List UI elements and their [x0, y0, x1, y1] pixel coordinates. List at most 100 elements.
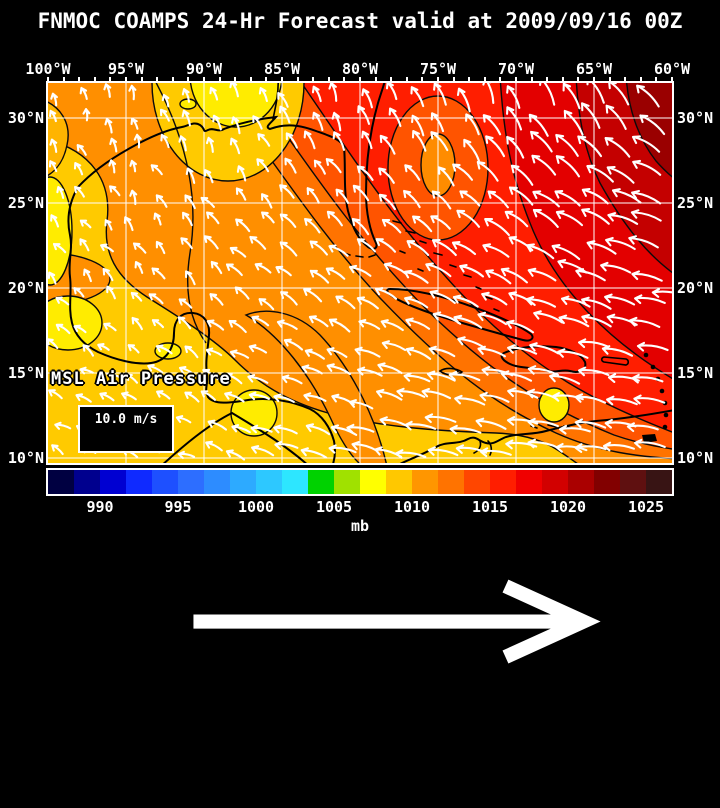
lon-minor-tick: [530, 77, 533, 82]
wind-arrow: [651, 288, 672, 298]
wind-arrow: [574, 443, 607, 453]
wind-arrow: [304, 217, 321, 234]
wind-arrow: [184, 391, 200, 403]
antilles-island: [650, 364, 656, 370]
wind-arrow: [554, 190, 581, 207]
wind-arrow: [274, 440, 299, 450]
wind-arrow: [487, 190, 509, 209]
wind-arrow: [452, 294, 479, 308]
wind-arrow: [309, 269, 330, 284]
lon-minor-tick: [608, 77, 611, 82]
wind-arrow: [426, 370, 456, 382]
lon-minor-tick: [47, 77, 49, 82]
lon-minor-tick: [265, 77, 268, 82]
lon-minor-tick: [249, 77, 252, 82]
wind-arrow: [130, 117, 139, 130]
wind-arrow: [608, 83, 630, 106]
mississippi-river-line: [272, 83, 279, 120]
wind-arrow: [507, 344, 538, 355]
wind-arrow: [261, 193, 273, 209]
wind-arrow: [374, 287, 398, 300]
wind-arrow: [276, 319, 298, 330]
colorbar-cell: [178, 470, 204, 494]
wind-arrow: [482, 114, 502, 136]
wind-arrow: [153, 212, 162, 226]
colorbar-cell: [204, 470, 230, 494]
wind-arrow: [55, 296, 70, 306]
wind-arrow: [209, 293, 224, 306]
wind-arrow: [606, 313, 638, 326]
wind-arrow: [404, 295, 429, 309]
wind-arrow: [463, 138, 480, 162]
wind-arrow: [396, 387, 426, 398]
wind-arrow: [429, 289, 456, 304]
wind-arrow: [431, 239, 457, 257]
wind-scale-legend: 10.0 m/s: [78, 405, 601, 664]
wind-arrow: [459, 190, 481, 207]
bahamas-island: [392, 220, 402, 224]
lon-tick-label: 70°W: [497, 60, 535, 78]
wind-arrow: [258, 298, 275, 311]
wind-arrow: [155, 194, 168, 208]
wind-arrow: [251, 315, 270, 327]
wind-arrow: [212, 114, 222, 131]
wind-arrow: [607, 373, 640, 383]
lon-minor-tick: [109, 77, 112, 82]
wind-arrow: [308, 315, 329, 328]
wind-arrow: [54, 421, 72, 430]
wind-arrow: [247, 374, 269, 384]
wind-arrow: [354, 346, 381, 358]
wind-arrow: [604, 293, 636, 306]
wind-arrow: [431, 190, 452, 210]
wind-arrow: [326, 347, 348, 358]
wind-arrow: [79, 219, 92, 229]
wind-arrow: [180, 237, 193, 250]
wind-arrow: [178, 365, 195, 376]
wind-arrow: [326, 363, 352, 376]
wind-arrow: [485, 135, 506, 158]
bahamas-island: [475, 286, 482, 290]
wind-arrow: [205, 440, 223, 452]
wind-arrow: [506, 135, 525, 159]
wind-arrow: [504, 210, 529, 228]
wind-arrow: [403, 269, 429, 284]
wind-arrow: [312, 111, 324, 131]
pressure-map-canvas: [48, 83, 672, 463]
wind-arrow: [206, 211, 220, 225]
wind-arrow: [328, 318, 351, 333]
wind-arrow: [376, 388, 403, 401]
wind-arrow: [125, 373, 139, 384]
wind-arrow: [586, 83, 605, 104]
colorbar-tick-label: 990: [86, 498, 114, 516]
wind-arrow: [555, 155, 581, 178]
lon-minor-tick: [593, 77, 595, 82]
wind-arrow: [200, 390, 217, 401]
lake-maracaibo-coastline: [473, 440, 493, 456]
wind-arrow: [451, 240, 477, 256]
wind-arrow: [482, 83, 495, 104]
wind-arrow: [103, 83, 112, 98]
wind-arrow: [632, 159, 662, 176]
wind-arrow: [358, 318, 381, 330]
wind-arrow: [82, 108, 91, 122]
colorbar-tick-label: 1020: [549, 498, 587, 516]
wind-arrow: [134, 261, 144, 274]
wind-arrow: [430, 112, 445, 133]
wind-arrow: [508, 186, 534, 206]
wind-arrow: [484, 218, 510, 237]
map-area: MSL Air Pressure 10.0 m/s: [46, 81, 674, 664]
wind-arrow: [106, 285, 116, 300]
wind-arrow: [607, 212, 639, 225]
lon-tick-label: 95°W: [107, 60, 145, 78]
lon-minor-tick: [437, 77, 439, 82]
wind-arrow: [155, 344, 173, 355]
wind-arrow: [284, 157, 297, 174]
wind-arrow: [181, 109, 191, 127]
screenshot-root: { "title": "FNMOC COAMPS 24-Hr Forecast …: [7, 9, 714, 664]
wind-arrow: [277, 92, 289, 108]
colorbar-tick-label: 1015: [471, 498, 509, 516]
wind-arrow: [224, 391, 245, 403]
wind-arrow: [449, 424, 482, 435]
wind-arrow: [500, 370, 533, 382]
wind-arrow: [477, 345, 506, 358]
